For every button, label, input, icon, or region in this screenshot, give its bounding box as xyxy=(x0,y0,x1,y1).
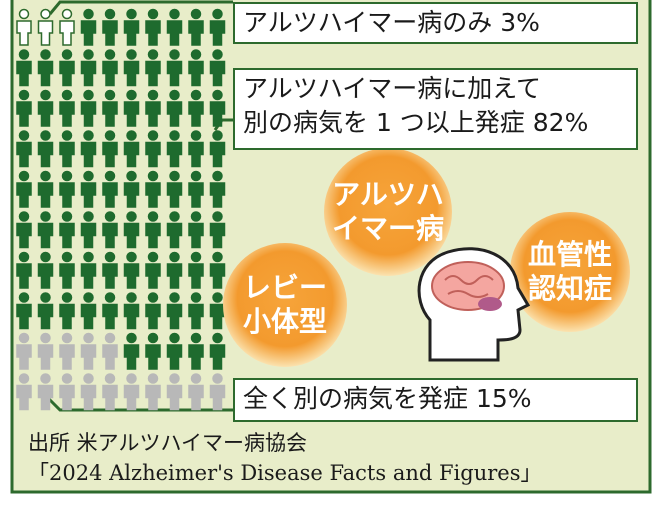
series-label: アルツハイマー病のみ xyxy=(243,8,492,37)
series-label: 全く別の病気を発症 xyxy=(243,384,468,413)
label-box: 全く別の病気を発症 15% xyxy=(233,378,638,422)
value-label: 15% xyxy=(476,384,532,413)
source: 出所 米アルツハイマー病協会 xyxy=(28,427,307,457)
bubble-label: アルツハ イマー病 xyxy=(332,178,444,246)
bubble-label: レビー 小体型 xyxy=(243,271,327,339)
value-label: 82% xyxy=(533,108,589,137)
series-label: アルツハイマー病に加えて 別の病気を 1 つ以上発症 xyxy=(243,74,541,137)
source: 「2024 Alzheimer's Disease Facts and Figu… xyxy=(28,457,541,487)
bubble-label: 血管性 認知症 xyxy=(528,238,612,306)
value-label: 3% xyxy=(500,8,540,37)
label-box: アルツハイマー病に加えて 別の病気を 1 つ以上発症 82% xyxy=(233,68,638,150)
infographic: アルツハイマー病のみ 3% アルツハイマー病に加えて 別の病気を 1 つ以上発症… xyxy=(0,0,661,505)
label-box: アルツハイマー病のみ 3% xyxy=(233,2,638,44)
